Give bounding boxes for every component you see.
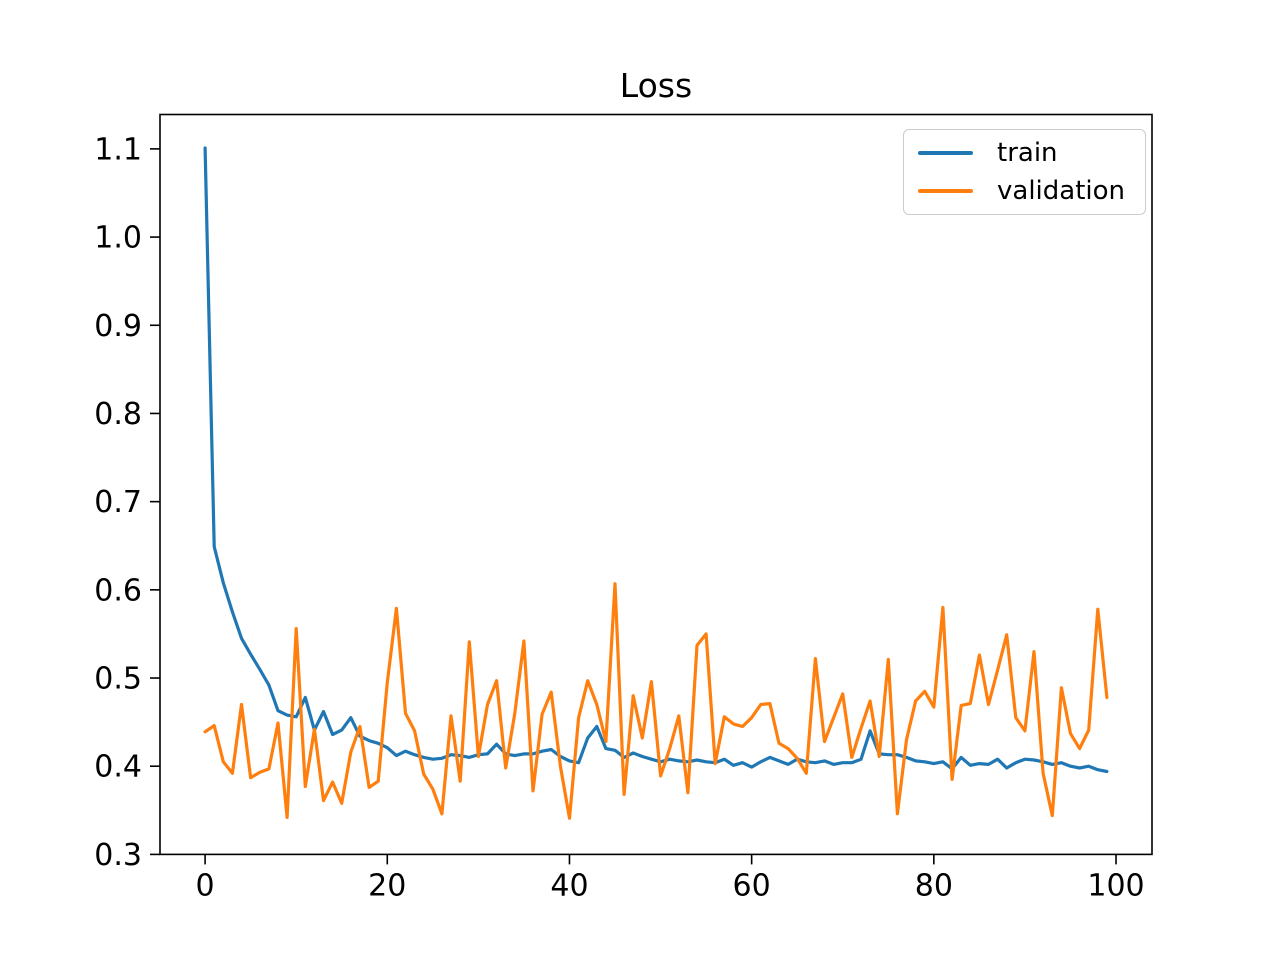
x-tick-label: 40 — [550, 868, 588, 903]
legend: train validation — [903, 129, 1146, 215]
y-tick-label: 1.1 — [94, 132, 142, 167]
x-tick-label: 0 — [196, 868, 215, 903]
legend-label-validation: validation — [997, 176, 1126, 206]
legend-label-train: train — [997, 138, 1058, 168]
y-tick-label: 0.3 — [94, 838, 142, 873]
y-tick-label: 0.8 — [94, 397, 142, 432]
train-line — [203, 146, 1109, 774]
y-tick-label: 0.9 — [94, 309, 142, 344]
train-line-swatch — [918, 151, 973, 155]
legend-entry-validation: validation — [918, 178, 1131, 204]
y-tick-label: 0.5 — [94, 662, 142, 697]
y-tick-label: 0.7 — [94, 485, 142, 520]
validation-line-swatch — [918, 189, 973, 193]
legend-entry-train: train — [918, 140, 1131, 166]
y-tick-label: 0.6 — [94, 573, 142, 608]
y-tick-label: 0.4 — [94, 750, 142, 785]
x-tick-label: 20 — [368, 868, 406, 903]
y-tick-label: 1.0 — [94, 221, 142, 256]
x-tick-label: 80 — [915, 868, 953, 903]
chart-title: Loss — [619, 66, 693, 105]
axes-spines — [159, 113, 1153, 856]
x-tick-label: 100 — [1087, 868, 1144, 903]
validation-line — [203, 582, 1109, 820]
x-tick-label: 60 — [733, 868, 771, 903]
